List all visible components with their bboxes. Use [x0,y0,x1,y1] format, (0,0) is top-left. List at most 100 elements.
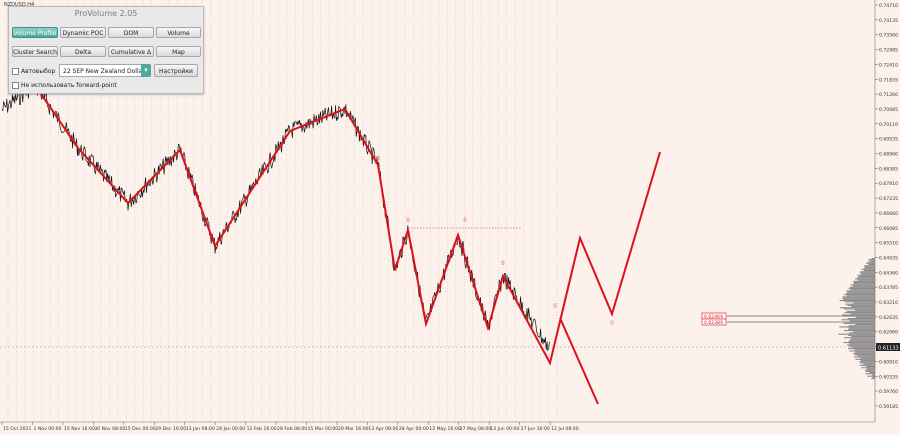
instrument-select[interactable]: 22 SEP New Zealand Dollar [59,64,149,77]
volume-profile-bar [869,372,875,374]
volume-profile-bar [865,370,875,372]
volume-profile-bar [847,291,875,293]
volume-profile-bar [857,274,875,276]
volume-profile-bar [843,294,875,296]
volume-profile-button[interactable]: Volume Profile [12,27,58,38]
volume-profile-bar [852,285,875,287]
volume-profile-bar [859,361,875,363]
volume-profile-bar [848,288,875,290]
price-tick-label: 0.65510 [879,241,898,247]
wave-path [34,84,661,366]
volume-profile-bar [849,332,875,334]
wave-label: 8 [376,155,380,162]
volume-profile-bar [849,350,875,352]
volume-profile-bar [850,313,875,315]
volume-profile-bar [861,367,875,369]
volume-profile-bar [849,343,875,345]
price-tick-label: 0.64360 [879,270,898,276]
volume-profile-bar [866,368,875,370]
level-label-box [701,318,727,326]
price-tick-label: 0.68385 [879,166,898,172]
time-tick-label: 13 Jan 08:00 [186,426,215,432]
volume-profile-bar [848,328,875,330]
volume-profile-bar [855,309,875,311]
time-tick-label: 11 Feb 16:00 [247,426,277,432]
price-tick-label: 0.62635 [879,315,898,321]
volume-profile-bar [860,357,875,359]
volume-profile-bar [839,300,875,302]
volume-profile-bar [855,324,875,326]
delta-button[interactable]: Delta [60,46,106,57]
volume-button[interactable]: Volume [156,27,201,38]
panel-title: ProVolume 2.05 [74,9,138,18]
volume-profile-bar [848,327,875,329]
time-axis[interactable]: 15 Oct 2021 1 Nov 00:00 15 Nov 16:00 30 Nov… [1,422,579,432]
price-tick-label: 0.66660 [879,211,898,217]
volume-profile-bar [856,277,875,279]
volume-profile-bar [872,374,875,376]
volume-profile-bar [849,339,875,341]
cumulative-delta-button[interactable]: Cumulative Δ [108,46,154,57]
chevron-down-icon[interactable]: ▾ [141,64,151,77]
volume-profile-bar [869,260,875,262]
volume-profile-bar [843,330,875,332]
volume-profile-bar [865,373,875,375]
volume-profile-bar [845,303,875,305]
volume-profile-bar [848,340,875,342]
price-tick-label: 0.72410 [879,62,898,68]
price-tick-label: 0.71260 [879,92,898,98]
price-tick-label: 0.67235 [879,196,898,202]
volume-profile-bar [867,375,875,377]
price-axis[interactable]: 0.74710 0.74135 0.73560 0.72985 0.72410 0.718… [875,3,898,410]
wave-drop-line [559,317,599,405]
volume-profile-bar [867,261,875,263]
time-tick-label: 29 Dec 16:00 [155,426,186,432]
price-series-line [1,77,550,352]
volume-profile-bar [846,292,875,294]
forward-point-checkbox[interactable]: Не использовать forward-point [12,82,117,89]
settings-button[interactable]: Настройки [154,64,198,77]
volume-profile-bar [846,290,875,292]
volume-profile-bar [847,304,875,306]
volume-profile-bar [851,306,875,308]
volume-profile-bar [864,265,875,267]
wave-label: 8 [553,303,557,310]
volume-profile-bar [857,355,875,357]
time-tick-label: 28 Jan 00:00 [216,426,245,432]
volume-profile-bar [840,307,875,309]
volume-profile-bar [848,348,875,350]
time-tick-label: 27 Jun 16:00 [521,426,550,432]
volume-profile-bar [842,296,875,298]
volume-profile-bar [872,376,875,378]
auto-select-checkbox[interactable]: Автовыбор [12,68,55,75]
map-button[interactable]: Map [156,46,201,57]
price-tick-label: 0.59185 [879,404,898,410]
time-tick-label: 15 Mar 00:00 [308,426,339,432]
volume-profile-bar [861,360,875,362]
price-tick-label: 0.63785 [879,285,898,291]
current-price-tag: 0.61133 [876,343,900,352]
time-tick-label: 30 Nov 08:00 [94,426,125,432]
wave-label: 8 [501,260,505,267]
volume-profile-bar [860,271,875,273]
volume-profile-bar [860,362,875,364]
volume-profile-bar [851,346,875,348]
volume-profile-bar [843,308,875,310]
price-tick-label: 0.68960 [879,152,898,158]
price-tick-label: 0.73560 [879,33,898,39]
time-tick-label: 1 Nov 00:00 [33,426,61,432]
dom-button[interactable]: DOM [108,27,154,38]
volume-profile-bar [838,333,875,335]
price-tick-label: 0.66085 [879,226,898,232]
time-tick-label: 13 Jun 00:00 [490,426,519,432]
dynamic-poc-button[interactable]: Dynamic POC [60,27,106,38]
volume-profile-bar [855,316,875,318]
cluster-search-button[interactable]: Cluster Search [12,46,58,57]
time-tick-label: 28 Apr 00:00 [399,426,429,432]
price-tick-label: 0.74710 [879,3,898,9]
time-tick-label: 12 Jul 08:00 [551,426,579,432]
wave-label: 8 [463,217,467,224]
price-tick-label: 0.74135 [879,18,898,24]
volume-profile-bar [855,358,875,360]
